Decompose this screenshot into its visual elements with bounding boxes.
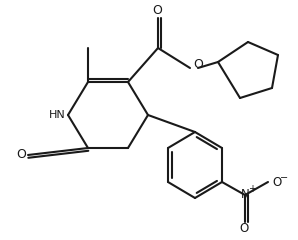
Text: O: O [16,149,26,162]
Text: O: O [193,59,203,72]
Text: O: O [152,5,162,18]
Text: −: − [280,173,288,183]
Text: O: O [272,175,282,188]
Text: +: + [248,184,256,194]
Text: N: N [240,188,249,202]
Text: O: O [239,222,249,235]
Text: HN: HN [49,110,65,120]
